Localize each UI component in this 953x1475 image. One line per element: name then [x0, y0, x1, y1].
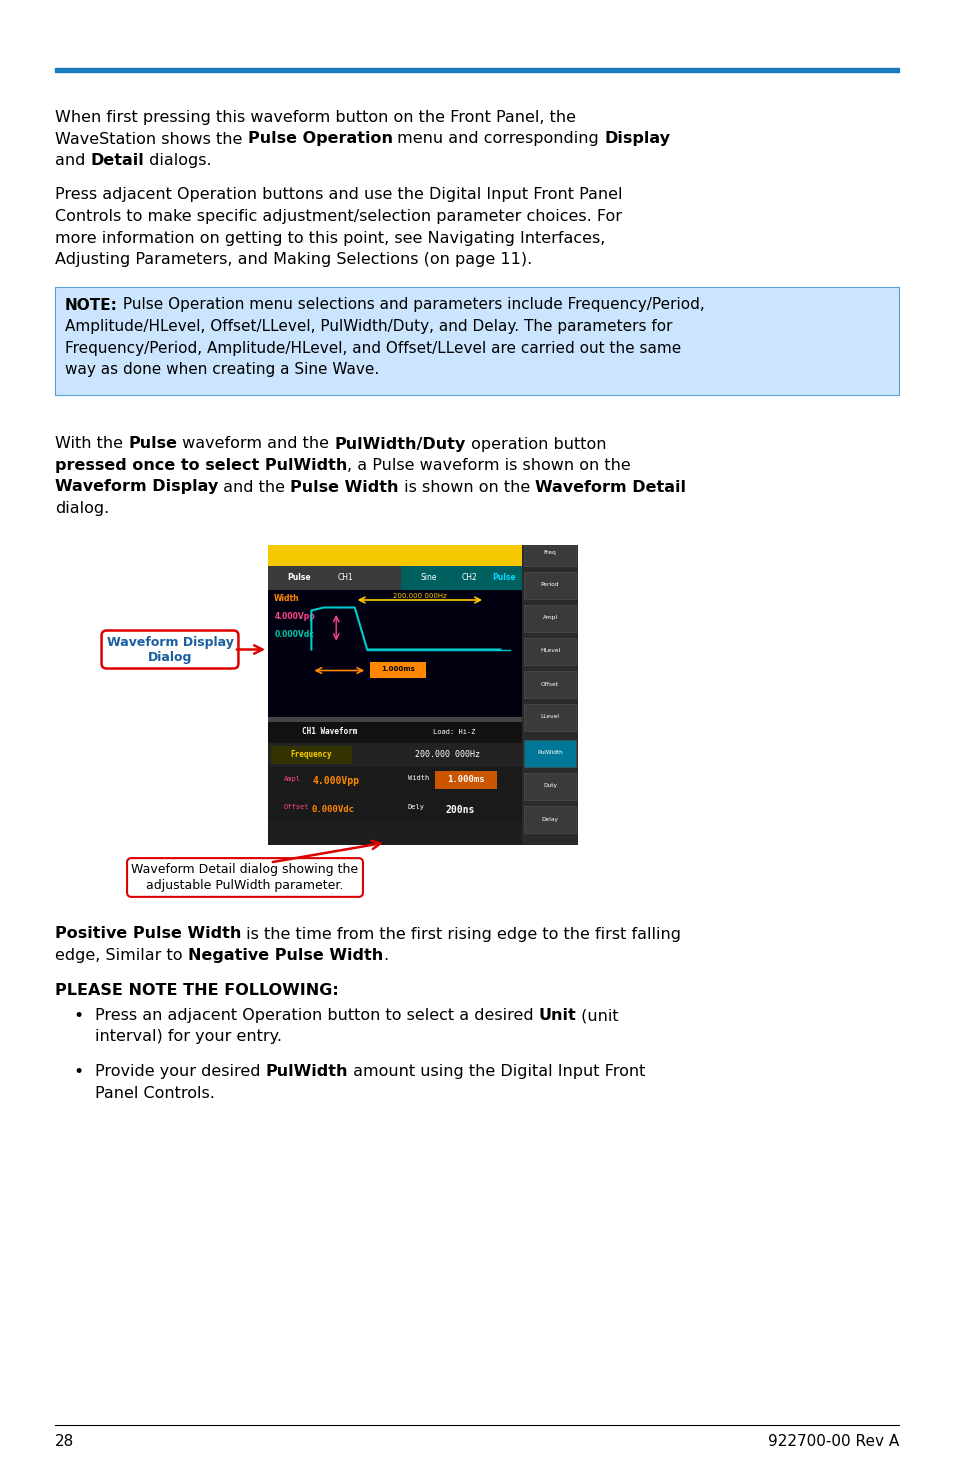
Text: more information on getting to this point, see Navigating Interfaces,: more information on getting to this poin… — [55, 230, 605, 245]
Text: Controls to make specific adjustment/selection parameter choices. For: Controls to make specific adjustment/sel… — [55, 209, 621, 224]
Text: operation button: operation button — [465, 437, 605, 451]
Text: Pulse Operation: Pulse Operation — [247, 131, 392, 146]
Text: menu and corresponding: menu and corresponding — [392, 131, 604, 146]
Text: 28: 28 — [55, 1434, 74, 1448]
Text: NOTE:: NOTE: — [65, 298, 118, 313]
Text: Detail: Detail — [91, 153, 144, 168]
Text: dialogs.: dialogs. — [144, 153, 212, 168]
Bar — [55, 286, 898, 394]
Text: and: and — [55, 153, 91, 168]
Text: Pulse Operation menu selections and parameters include Frequency/Period,: Pulse Operation menu selections and para… — [118, 298, 704, 313]
Text: WaveStation shows the: WaveStation shows the — [55, 131, 247, 146]
Text: .: . — [382, 948, 388, 963]
Text: , a Pulse waveform is shown on the: , a Pulse waveform is shown on the — [347, 459, 631, 473]
Text: •: • — [73, 1007, 83, 1025]
Text: is the time from the first rising edge to the first falling: is the time from the first rising edge t… — [241, 926, 680, 941]
Text: Positive Pulse Width: Positive Pulse Width — [55, 926, 241, 941]
Text: Display: Display — [604, 131, 670, 146]
Text: is shown on the: is shown on the — [398, 479, 535, 494]
Text: PLEASE NOTE THE FOLLOWING:: PLEASE NOTE THE FOLLOWING: — [55, 982, 338, 997]
Text: (unit: (unit — [576, 1007, 618, 1024]
Text: Unit: Unit — [538, 1007, 576, 1024]
Text: PulWidth: PulWidth — [265, 1063, 348, 1080]
Text: Pulse: Pulse — [128, 437, 177, 451]
Text: Press an adjacent Operation button to select a desired: Press an adjacent Operation button to se… — [95, 1007, 538, 1024]
Bar — [55, 68, 898, 72]
Text: With the: With the — [55, 437, 128, 451]
Text: way as done when creating a Sine Wave.: way as done when creating a Sine Wave. — [65, 361, 379, 378]
Text: Press adjacent Operation buttons and use the Digital Input Front Panel: Press adjacent Operation buttons and use… — [55, 187, 622, 202]
Text: Negative Pulse Width: Negative Pulse Width — [188, 948, 382, 963]
Text: Provide your desired: Provide your desired — [95, 1063, 265, 1080]
Text: When first pressing this waveform button on the Front Panel, the: When first pressing this waveform button… — [55, 111, 576, 125]
Text: Amplitude/HLevel, Offset/LLevel, PulWidth/Duty, and Delay. The parameters for: Amplitude/HLevel, Offset/LLevel, PulWidt… — [65, 319, 672, 333]
Text: edge, Similar to: edge, Similar to — [55, 948, 188, 963]
Text: Pulse Width: Pulse Width — [290, 479, 398, 494]
Text: Frequency/Period, Amplitude/HLevel, and Offset/LLevel are carried out the same: Frequency/Period, Amplitude/HLevel, and … — [65, 341, 680, 355]
Text: 922700-00 Rev A: 922700-00 Rev A — [767, 1434, 898, 1448]
Text: Waveform Display
Dialog: Waveform Display Dialog — [107, 636, 233, 664]
Text: interval) for your entry.: interval) for your entry. — [95, 1030, 282, 1044]
Text: Waveform Detail: Waveform Detail — [535, 479, 685, 494]
Text: waveform and the: waveform and the — [177, 437, 334, 451]
Text: Adjusting Parameters, and Making Selections (on page 11).: Adjusting Parameters, and Making Selecti… — [55, 252, 532, 267]
Text: and the: and the — [218, 479, 290, 494]
Text: Panel Controls.: Panel Controls. — [95, 1086, 214, 1100]
Text: •: • — [73, 1063, 83, 1081]
Text: PulWidth/Duty: PulWidth/Duty — [334, 437, 465, 451]
Text: amount using the Digital Input Front: amount using the Digital Input Front — [348, 1063, 645, 1080]
Text: dialog.: dialog. — [55, 502, 110, 516]
Text: Waveform Detail dialog showing the
adjustable PulWidth parameter.: Waveform Detail dialog showing the adjus… — [132, 863, 358, 892]
Text: pressed once to select PulWidth: pressed once to select PulWidth — [55, 459, 347, 473]
Text: Waveform Display: Waveform Display — [55, 479, 218, 494]
